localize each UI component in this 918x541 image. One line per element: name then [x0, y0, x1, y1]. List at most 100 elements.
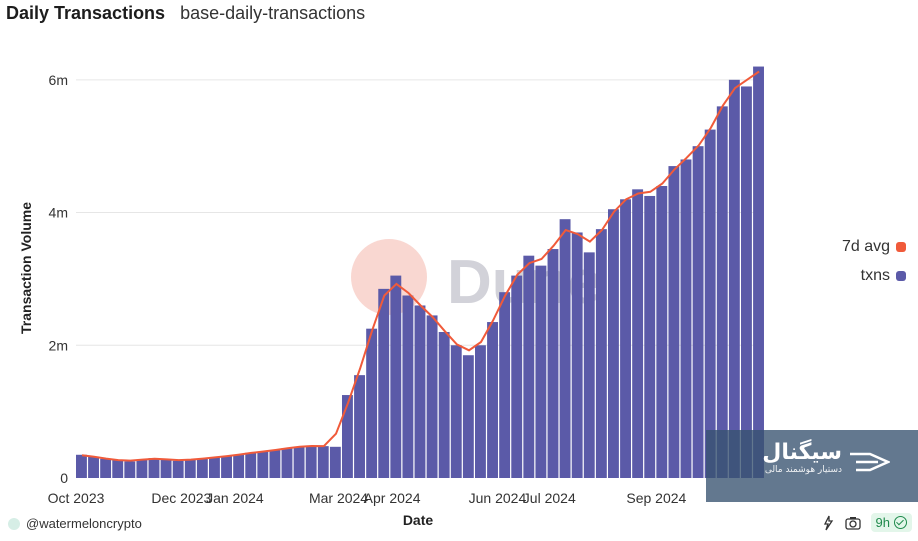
chart-title: Daily Transactions: [6, 3, 166, 23]
txns-bar: [644, 195, 656, 479]
txns-bar: [583, 252, 595, 478]
x-tick-label: Jun 2024: [469, 490, 527, 506]
txns-bar: [209, 457, 220, 478]
txns-bar: [462, 355, 474, 478]
txns-bar: [160, 459, 172, 478]
legend: 7d avg txns: [842, 238, 906, 296]
txns-bar: [281, 448, 293, 478]
txns-bar: [571, 232, 583, 478]
signal-watermark-badge: سیگنال دستیار هوشمند مالی: [706, 430, 918, 502]
txns-bar: [704, 129, 716, 478]
y-tick-label: 4m: [49, 205, 68, 221]
signal-badge-text: سیگنال دستیار هوشمند مالی: [762, 440, 842, 475]
txns-bar: [426, 315, 438, 478]
txns-bar: [148, 458, 160, 478]
txns-bar: [595, 229, 607, 478]
x-tick-label: Sep 2024: [626, 490, 686, 506]
signal-logo-icon: [850, 452, 890, 472]
txns-bar: [535, 265, 547, 478]
txns-bar: [487, 322, 498, 478]
legend-label-txns: txns: [860, 267, 890, 284]
txns-bar: [692, 146, 704, 478]
check-icon: [894, 516, 907, 529]
y-tick-label: 2m: [49, 337, 68, 353]
avg-line-layer: [81, 70, 760, 462]
txns-bar: [716, 106, 728, 478]
legend-item-txns[interactable]: txns: [842, 267, 906, 285]
txns-bar: [245, 452, 257, 478]
author-avatar: [8, 517, 20, 530]
avg-line: [81, 70, 760, 462]
txns-bar: [608, 209, 619, 478]
author-handle: @watermeloncrypto: [26, 516, 142, 531]
txns-bar: [668, 166, 680, 478]
txns-bar: [559, 219, 571, 478]
txns-bar: [269, 450, 281, 478]
txns-bar: [196, 458, 208, 478]
txns-bar: [547, 249, 559, 478]
refresh-age: 9h: [875, 515, 890, 530]
legend-swatch-7d-avg: [896, 242, 906, 252]
signal-badge-subtitle: دستیار هوشمند مالی: [764, 465, 842, 475]
txns-bar: [728, 79, 740, 479]
txns-bar: [378, 288, 390, 478]
txns-bar: [136, 459, 148, 478]
txns-bar: [450, 345, 462, 478]
txns-bar: [438, 332, 450, 478]
y-tick-label: 6m: [49, 72, 68, 88]
x-tick-label: Dec 2023: [151, 490, 211, 506]
txns-bar: [680, 159, 692, 479]
x-tick-label: Oct 2023: [48, 490, 105, 506]
camera-icon[interactable]: [844, 516, 861, 530]
txns-bar: [124, 461, 136, 478]
txns-bar: [88, 456, 99, 478]
txns-bar: [257, 451, 269, 478]
api-icon[interactable]: [821, 515, 835, 531]
txns-bar: [366, 328, 378, 478]
txns-bar: [753, 66, 764, 478]
txns-bar: [632, 189, 644, 478]
txns-bar: [620, 199, 631, 479]
refresh-status-badge[interactable]: 9h: [870, 513, 912, 532]
legend-swatch-txns: [896, 271, 906, 281]
footer-actions: 9h: [821, 513, 912, 532]
txns-bar: [414, 305, 426, 478]
txns-bars: [76, 66, 764, 479]
x-tick-label: Apr 2024: [364, 490, 421, 506]
x-tick-label: Jan 2024: [206, 490, 264, 506]
txns-bar: [741, 86, 752, 479]
txns-bar: [317, 446, 329, 478]
legend-label-7d-avg: 7d avg: [841, 238, 890, 255]
txns-bar: [293, 446, 305, 478]
txns-bar: [354, 375, 365, 478]
txns-bar: [233, 454, 245, 478]
txns-bar: [172, 460, 184, 478]
y-axis-label: Transaction Volume: [18, 202, 34, 334]
y-tick-label: 0: [60, 470, 68, 486]
legend-item-7d-avg[interactable]: 7d avg: [842, 238, 906, 256]
txns-bar: [100, 458, 112, 478]
txns-bar: [523, 255, 535, 478]
chart-header: Daily Transactions base-daily-transactio…: [6, 3, 365, 24]
footer-author[interactable]: @watermeloncrypto: [8, 516, 142, 531]
txns-bar: [475, 345, 486, 478]
txns-bar: [184, 459, 196, 478]
txns-bar: [329, 446, 341, 478]
x-tick-label: Jul 2024: [523, 490, 576, 506]
txns-bar: [305, 445, 317, 478]
txns-bar: [656, 186, 668, 478]
txns-bar: [402, 295, 414, 478]
y-axis-ticks: 0 2m 4m 6m: [49, 72, 69, 486]
txns-bar: [390, 275, 402, 478]
txns-bar: [342, 395, 353, 478]
chart-subtitle: base-daily-transactions: [180, 3, 366, 23]
txns-bar: [112, 460, 124, 478]
x-tick-label: Mar 2024: [309, 490, 368, 506]
txns-bar: [221, 456, 232, 478]
txns-bar: [499, 292, 511, 478]
txns-bar: [511, 275, 523, 478]
txns-bar: [76, 454, 87, 478]
x-axis-label: Date: [403, 512, 434, 528]
